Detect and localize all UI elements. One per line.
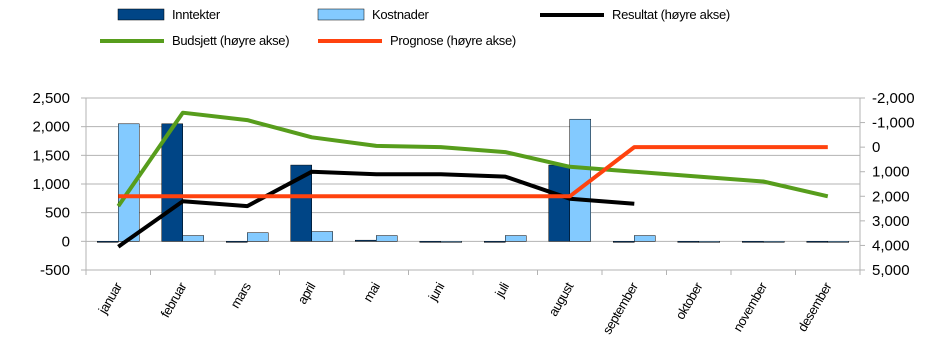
right-tick-label: 2,000 <box>872 188 910 205</box>
x-tick-label-januar: januar <box>95 279 126 317</box>
bar-kostnader-juli <box>505 235 527 242</box>
x-tick-label-mai: mai <box>360 279 383 304</box>
right-tick-label: -2,000 <box>872 90 915 107</box>
bar-inntekter-april <box>290 164 312 242</box>
x-tick-label-juli: juli <box>491 279 512 300</box>
x-tick-label-juni: juni <box>425 279 448 304</box>
left-tick-label: -500 <box>40 262 70 279</box>
x-axis: januar februar mars april mai juni juli august s… <box>95 279 835 337</box>
line-budsjett-høyre-akse <box>116 110 829 208</box>
bar-inntekter-november <box>742 241 764 243</box>
legend-label: Inntekter <box>172 7 221 22</box>
bar-kostnader-mars <box>247 232 269 242</box>
line-resultat-høyre-akse <box>117 169 635 249</box>
bar-inntekter-desember <box>806 241 828 243</box>
legend-item-budsjett-høyre-akse: Budsjett (høyre akse) <box>100 33 290 48</box>
bar-kostnader-februar <box>182 235 204 242</box>
bar-inntekter-mai <box>355 239 377 242</box>
bar-kostnader-september <box>634 235 656 242</box>
plot-frame <box>81 97 865 275</box>
bar-kostnader-november <box>763 241 785 243</box>
left-tick-label: 1,000 <box>32 176 70 193</box>
right-tick-label: 4,000 <box>872 237 910 254</box>
left-tick-label: 2,500 <box>32 90 70 107</box>
x-tick-label-september: september <box>599 279 641 337</box>
x-tick-label-november: november <box>730 279 770 334</box>
right-tick-label: 0 <box>872 139 880 156</box>
bar-inntekter-oktober <box>677 241 699 243</box>
bar-inntekter-januar <box>97 241 119 243</box>
bar-kostnader-juni <box>440 241 462 243</box>
bar-inntekter-juni <box>419 241 441 243</box>
left-tick-label: 2,000 <box>32 119 70 136</box>
legend-swatch <box>317 8 365 21</box>
bar-inntekter-juli <box>484 241 506 243</box>
bar-kostnader-mai <box>376 235 398 242</box>
bar-inntekter-mars <box>226 241 248 243</box>
left-tick-label: 0 <box>62 233 70 250</box>
bar-kostnader-desember <box>827 241 849 243</box>
legend-item-resultat-høyre-akse: Resultat (høyre akse) <box>540 7 730 22</box>
x-tick-label-oktober: oktober <box>672 279 706 322</box>
line-prognose-høyre-akse <box>118 145 828 199</box>
legend-label: Budsjett (høyre akse) <box>172 33 289 48</box>
gridlines <box>86 97 860 271</box>
x-tick-label-februar: februar <box>158 279 190 320</box>
right-tick-label: 1,000 <box>872 164 910 181</box>
legend-item-kostnader: Kostnader <box>317 7 430 22</box>
right-tick-label: 3,000 <box>872 213 910 230</box>
legend-swatch <box>117 8 165 21</box>
legend-label: Kostnader <box>372 7 430 22</box>
x-tick-label-desember: desember <box>794 279 834 334</box>
left-tick-label: 1,500 <box>32 147 70 164</box>
bar-kostnader-april <box>311 231 333 242</box>
legend-item-inntekter: Inntekter <box>117 7 221 22</box>
bar-kostnader-oktober <box>698 241 720 243</box>
legend-label: Prognose (høyre akse) <box>390 33 516 48</box>
left-axis: -500 0 500 1,000 1,500 2,000 2,500 <box>32 90 70 279</box>
right-tick-label: -1,000 <box>872 115 915 132</box>
bar-inntekter-august <box>548 164 570 242</box>
series-lines <box>116 110 829 249</box>
x-tick-label-mars: mars <box>227 279 254 311</box>
x-tick-label-april: april <box>294 279 318 306</box>
bar-inntekter-september <box>613 241 635 243</box>
left-tick-label: 500 <box>45 205 70 222</box>
legend-item-prognose-høyre-akse: Prognose (høyre akse) <box>318 33 516 48</box>
right-axis: -2,000 -1,000 0 1,000 2,000 3,000 4,000 5,000 <box>872 90 915 279</box>
right-tick-label: 5,000 <box>872 262 910 279</box>
legend: Inntekter Kostnader Resultat (høyre akse) B… <box>100 7 730 48</box>
legend-label: Resultat (høyre akse) <box>612 7 730 22</box>
x-tick-label-august: august <box>545 279 576 318</box>
